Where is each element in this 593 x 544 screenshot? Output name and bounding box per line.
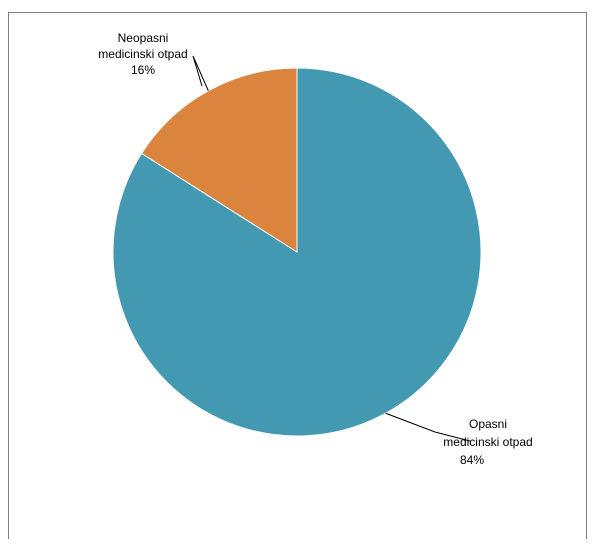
leader-line-1 bbox=[192, 55, 209, 91]
slice-category-label-1-1: medicinski otpad bbox=[98, 47, 187, 61]
leader-line-0 bbox=[385, 412, 471, 442]
frame-border bbox=[8, 12, 587, 539]
slice-category-label-0-0: Opasni bbox=[469, 417, 507, 431]
leader-lines bbox=[192, 55, 471, 442]
pie-slices bbox=[112, 67, 482, 437]
slice-value-label-1: 16% bbox=[131, 63, 155, 77]
slice-category-label-0-1: medicinski otpad bbox=[443, 435, 532, 449]
pie-slice-1 bbox=[140, 67, 298, 253]
data-labels: Opasni medicinski otpad 84% Neopasni medicin… bbox=[98, 31, 532, 467]
slice-value-label-0: 84% bbox=[460, 453, 484, 467]
slice-category-label-1-0: Neopasni bbox=[118, 31, 169, 45]
